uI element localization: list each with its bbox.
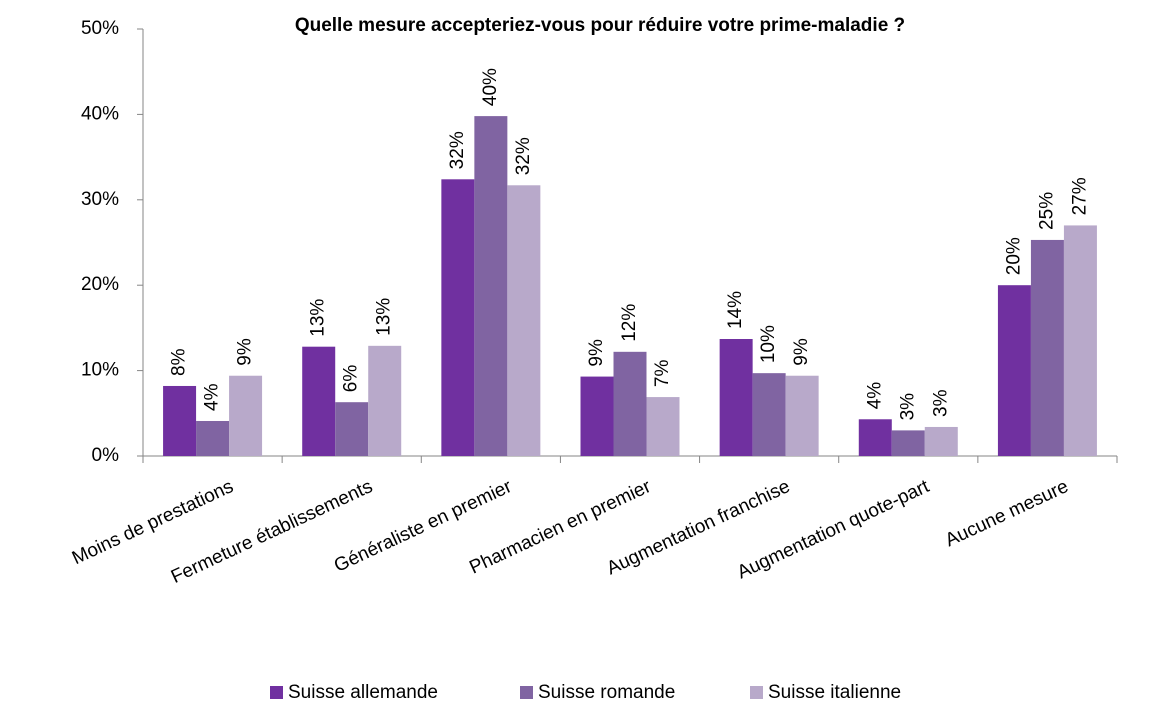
data-label: 13% — [308, 299, 329, 337]
bar — [368, 345, 402, 456]
data-label: 9% — [235, 338, 256, 366]
x-tick-label: Aucune mesure — [942, 476, 1071, 551]
bar — [785, 375, 819, 456]
bar — [891, 430, 925, 456]
legend-swatch — [270, 686, 283, 699]
legend-swatch — [520, 686, 533, 699]
data-label: 40% — [480, 68, 501, 106]
y-tick-label: 50% — [81, 18, 119, 39]
legend-swatch — [750, 686, 763, 699]
data-label: 20% — [1003, 237, 1024, 275]
legend-label: Suisse allemande — [288, 682, 438, 703]
bar — [580, 376, 614, 456]
data-label: 9% — [586, 339, 607, 367]
y-tick-label: 40% — [81, 103, 119, 124]
bar — [924, 426, 958, 456]
data-label: 9% — [791, 338, 812, 366]
bar — [858, 419, 892, 456]
y-tick-label: 0% — [92, 445, 120, 466]
data-label: 4% — [202, 383, 223, 411]
data-label: 32% — [513, 137, 534, 175]
bar — [719, 339, 753, 456]
data-label: 14% — [725, 291, 746, 329]
y-tick-label: 30% — [81, 189, 119, 210]
bar — [335, 402, 369, 456]
bar — [474, 116, 508, 456]
chart-title: Quelle mesure accepteriez-vous pour rédu… — [295, 15, 905, 36]
data-label: 3% — [930, 389, 951, 417]
bar — [507, 185, 541, 457]
y-tick-label: 10% — [81, 360, 119, 381]
bar — [1063, 225, 1097, 456]
bar — [1030, 239, 1064, 456]
bar — [196, 420, 230, 456]
data-label: 13% — [374, 298, 395, 336]
data-label: 6% — [341, 365, 362, 393]
bar — [163, 385, 197, 456]
bar — [646, 397, 680, 456]
y-tick-label: 20% — [81, 274, 119, 295]
data-label: 32% — [447, 131, 468, 169]
data-label: 7% — [652, 360, 673, 388]
data-label: 8% — [169, 348, 190, 376]
data-label: 3% — [897, 393, 918, 421]
bar — [613, 351, 647, 456]
data-label: 25% — [1036, 192, 1057, 230]
data-label: 12% — [619, 304, 640, 342]
bar — [752, 373, 786, 456]
data-label: 27% — [1069, 177, 1090, 215]
bar — [997, 285, 1031, 456]
data-label: 4% — [864, 382, 885, 410]
data-label: 10% — [758, 325, 779, 363]
legend-label: Suisse romande — [538, 682, 675, 703]
bar — [229, 375, 263, 456]
bar — [302, 346, 336, 456]
bar — [441, 179, 475, 456]
legend-label: Suisse italienne — [768, 682, 901, 703]
